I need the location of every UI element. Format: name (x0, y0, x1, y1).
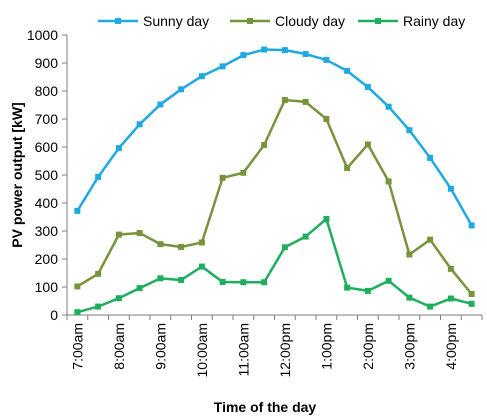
data-point-cloudy-day (178, 243, 185, 250)
data-point-sunny-day (427, 154, 434, 161)
data-point-cloudy-day (74, 283, 81, 290)
data-point-cloudy-day (219, 174, 226, 181)
x-tick-label: 2:00pm (360, 323, 376, 370)
y-tick-label: 100 (35, 279, 59, 295)
data-point-sunny-day (219, 63, 226, 70)
data-point-sunny-day (157, 101, 164, 108)
data-point-sunny-day (364, 84, 371, 91)
data-point-rainy-day (323, 215, 330, 222)
data-point-cloudy-day (240, 169, 247, 176)
x-tick-label: 7:00am (69, 323, 85, 370)
x-axis: 7:00am 8:00am 9:00am 10:00am 11:00am 12:00pm 1… (66, 314, 483, 377)
data-point-rainy-day (385, 277, 392, 284)
y-tick-label: 800 (35, 83, 59, 99)
legend-label-sunny-day: Sunny day (143, 13, 209, 29)
legend-label-cloudy-day: Cloudy day (275, 13, 345, 29)
data-point-rainy-day (261, 279, 268, 286)
y-tick-label: 200 (35, 251, 59, 267)
data-point-rainy-day (468, 300, 475, 307)
data-point-cloudy-day (447, 265, 454, 272)
data-point-rainy-day (115, 295, 122, 302)
data-point-rainy-day (406, 294, 413, 301)
data-point-cloudy-day (115, 231, 122, 238)
data-point-rainy-day (95, 303, 102, 310)
series-line-cloudy-day (76, 98, 473, 295)
data-point-rainy-day (178, 277, 185, 283)
legend-marker-sunny-day (115, 18, 121, 24)
data-point-rainy-day (157, 275, 164, 282)
data-point-sunny-day (178, 86, 185, 93)
data-point-cloudy-day (364, 141, 371, 148)
x-axis-title: Time of the day (214, 399, 317, 415)
data-point-sunny-day (240, 52, 247, 59)
data-point-cloudy-day (302, 98, 309, 105)
data-point-rainy-day (344, 284, 351, 291)
data-point-sunny-day (344, 67, 351, 74)
legend-marker-cloudy-day (247, 18, 253, 24)
data-point-sunny-day (198, 73, 205, 80)
legend-marker-rainy-day (375, 18, 381, 24)
x-tick-label: 9:00am (152, 323, 168, 370)
data-point-cloudy-day (344, 165, 351, 171)
data-point-sunny-day (468, 222, 475, 229)
data-point-sunny-day (74, 207, 81, 214)
data-point-cloudy-day (385, 178, 392, 185)
x-tick-label: 1:00pm (318, 323, 334, 370)
x-tick-label: 4:00pm (443, 323, 459, 370)
data-point-sunny-day (95, 173, 102, 180)
data-point-sunny-day (385, 103, 392, 110)
data-point-cloudy-day (136, 229, 143, 236)
data-point-cloudy-day (323, 116, 330, 122)
data-point-sunny-day (447, 185, 454, 192)
series-line-rainy-day (77, 217, 472, 314)
series-line-sunny-day (76, 48, 473, 227)
y-tick-label: 900 (35, 55, 59, 71)
data-point-rainy-day (447, 295, 454, 302)
data-point-cloudy-day (198, 239, 205, 246)
data-point-cloudy-day (468, 291, 475, 297)
data-point-cloudy-day (406, 251, 413, 258)
data-point-rainy-day (427, 303, 434, 310)
data-point-rainy-day (136, 285, 143, 292)
data-point-cloudy-day (427, 236, 434, 243)
legend: Sunny day Cloudy day Rainy day (98, 13, 465, 29)
y-axis-title: PV power output [kW] (9, 102, 25, 247)
data-point-rainy-day (240, 279, 247, 286)
data-point-rainy-day (74, 309, 81, 316)
data-point-sunny-day (281, 47, 288, 54)
data-point-cloudy-day (95, 270, 102, 277)
y-tick-label: 300 (35, 223, 59, 239)
y-tick-label: 500 (35, 167, 59, 183)
data-point-sunny-day (136, 121, 143, 128)
data-point-sunny-day (115, 145, 122, 152)
y-axis: 0 100 200 300 400 500 600 700 800 900 1000 (27, 27, 68, 323)
y-tick-label: 400 (35, 195, 59, 211)
x-tick-label: 8:00am (111, 323, 127, 370)
data-point-sunny-day (406, 127, 413, 134)
y-tick-label: 1000 (27, 27, 58, 43)
x-tick-label: 10:00am (194, 323, 210, 377)
data-point-cloudy-day (157, 241, 164, 248)
x-tick-label: 12:00pm (277, 323, 293, 377)
data-point-cloudy-day (281, 96, 288, 103)
x-tick-label: 3:00pm (401, 323, 417, 370)
data-point-cloudy-day (261, 142, 268, 149)
x-tick-label: 11:00am (235, 323, 251, 376)
series-layer (74, 46, 475, 316)
data-point-rainy-day (364, 287, 371, 294)
data-point-rainy-day (198, 263, 205, 270)
y-tick-label: 700 (35, 111, 59, 127)
data-point-rainy-day (281, 244, 288, 251)
data-point-sunny-day (261, 46, 268, 53)
data-point-sunny-day (323, 56, 330, 63)
y-tick-label: 600 (35, 139, 59, 155)
y-tick-label: 0 (50, 307, 58, 323)
data-point-sunny-day (302, 51, 309, 58)
data-point-rainy-day (219, 278, 226, 285)
data-point-rainy-day (302, 233, 309, 240)
legend-label-rainy-day: Rainy day (403, 13, 465, 29)
